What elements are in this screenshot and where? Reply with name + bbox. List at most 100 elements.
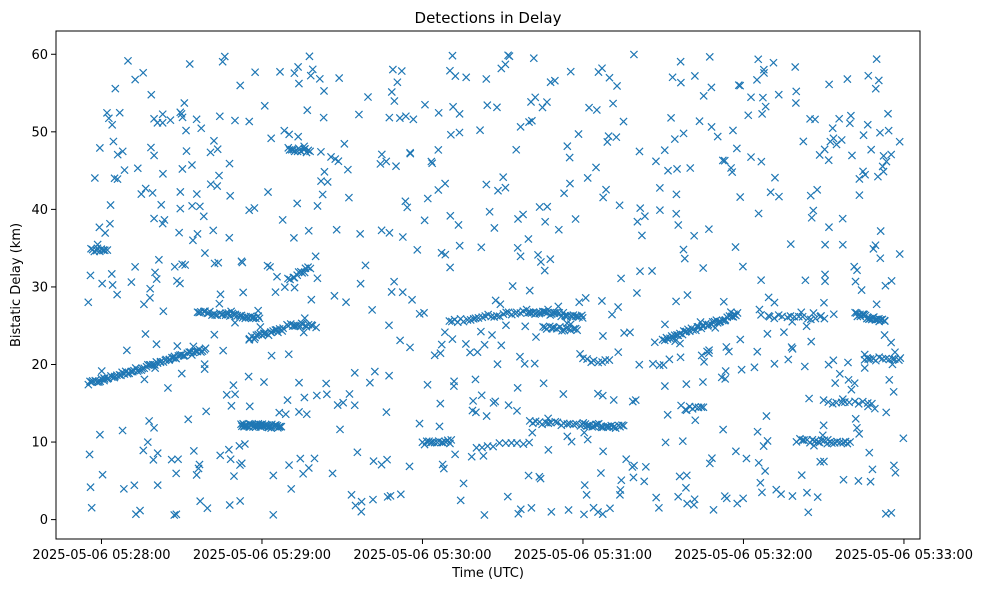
data-point-marker [824,398,833,407]
data-point-marker [731,243,740,252]
data-point-marker [415,419,424,428]
data-point-marker [670,135,679,144]
data-point-marker [157,200,166,209]
data-point-marker [889,387,898,396]
data-point-marker [189,342,198,351]
data-point-marker [523,308,532,317]
data-point-marker [283,320,292,329]
data-point-marker [784,355,793,364]
y-axis: 0 10 20 30 40 50 60 [31,48,56,528]
data-point-marker [105,219,114,228]
data-point-marker [434,108,443,117]
data-point-marker [236,81,245,90]
data-point-marker [310,454,319,463]
data-point-marker [199,212,208,221]
data-point-marker [754,458,763,467]
data-point-marker [312,391,321,400]
data-point-marker [300,142,309,151]
data-point-marker [195,460,204,469]
data-point-marker [550,76,559,85]
data-point-marker [885,375,894,384]
data-point-marker [503,492,512,501]
data-point-marker [175,279,184,288]
data-point-marker [540,266,549,275]
data-point-marker [387,287,396,296]
data-point-marker [813,493,822,502]
data-point-marker [476,327,485,336]
data-point-marker [631,396,640,405]
data-point-marker [361,261,370,270]
data-point-marker [581,293,590,302]
data-point-marker [386,491,395,500]
data-point-marker [704,320,713,329]
data-point-marker [499,173,508,182]
data-point-marker [819,298,828,307]
data-point-marker [170,262,179,271]
data-point-marker [831,379,840,388]
data-point-marker [881,509,890,518]
data-point-marker [869,244,878,253]
data-point-marker [637,231,646,240]
y-tick-label: 10 [31,436,48,451]
data-point-marker [520,359,529,368]
data-point-marker [294,132,303,141]
data-point-marker [118,147,127,156]
data-point-marker [672,209,681,218]
data-point-marker [245,206,254,215]
data-point-marker [308,65,317,74]
data-point-marker [739,494,748,503]
data-point-marker [227,307,236,316]
data-point-marker [513,243,522,252]
data-point-marker [306,147,315,156]
data-point-marker [455,241,464,250]
data-point-marker [345,389,354,398]
data-point-marker [342,298,351,307]
data-point-marker [616,485,625,495]
data-point-marker [546,255,555,264]
data-point-marker [860,363,869,373]
data-point-marker [707,454,716,463]
data-point-marker [676,353,685,362]
data-point-marker [531,93,540,102]
data-point-marker [280,126,289,135]
data-point-marker [152,340,161,349]
data-point-marker [580,481,589,490]
data-point-marker [763,329,772,338]
data-point-marker [365,378,374,387]
data-point-marker [742,454,751,463]
data-point-marker [763,436,772,445]
data-point-marker [895,250,904,259]
data-point-marker [758,109,767,118]
data-point-marker [759,442,768,451]
data-point-marker [146,284,155,293]
data-point-marker [525,438,534,447]
data-point-marker [445,316,454,326]
data-point-marker [95,223,104,232]
data-point-marker [182,147,191,156]
data-point-marker [655,183,664,192]
data-point-marker [493,360,502,369]
data-point-marker [697,403,706,412]
data-point-marker [469,396,478,405]
data-point-marker [300,393,309,402]
data-point-marker [492,103,501,112]
data-point-marker [791,62,800,72]
data-point-marker [368,305,377,314]
data-point-marker [299,328,308,337]
data-point-marker [350,368,359,377]
data-point-marker [107,269,116,278]
data-point-marker [225,233,234,242]
data-point-marker [554,225,563,234]
data-point-marker [726,308,735,317]
data-point-marker [245,117,254,126]
data-point-marker [682,471,691,480]
data-point-marker [699,91,708,100]
data-point-marker [171,354,180,363]
data-point-marker [724,347,733,356]
data-point-marker [819,421,828,430]
data-point-marker [140,375,149,384]
data-point-marker [622,455,631,464]
data-point-marker [382,157,391,166]
chart-title: Detections in Delay [415,9,562,27]
data-point-marker [855,174,864,183]
